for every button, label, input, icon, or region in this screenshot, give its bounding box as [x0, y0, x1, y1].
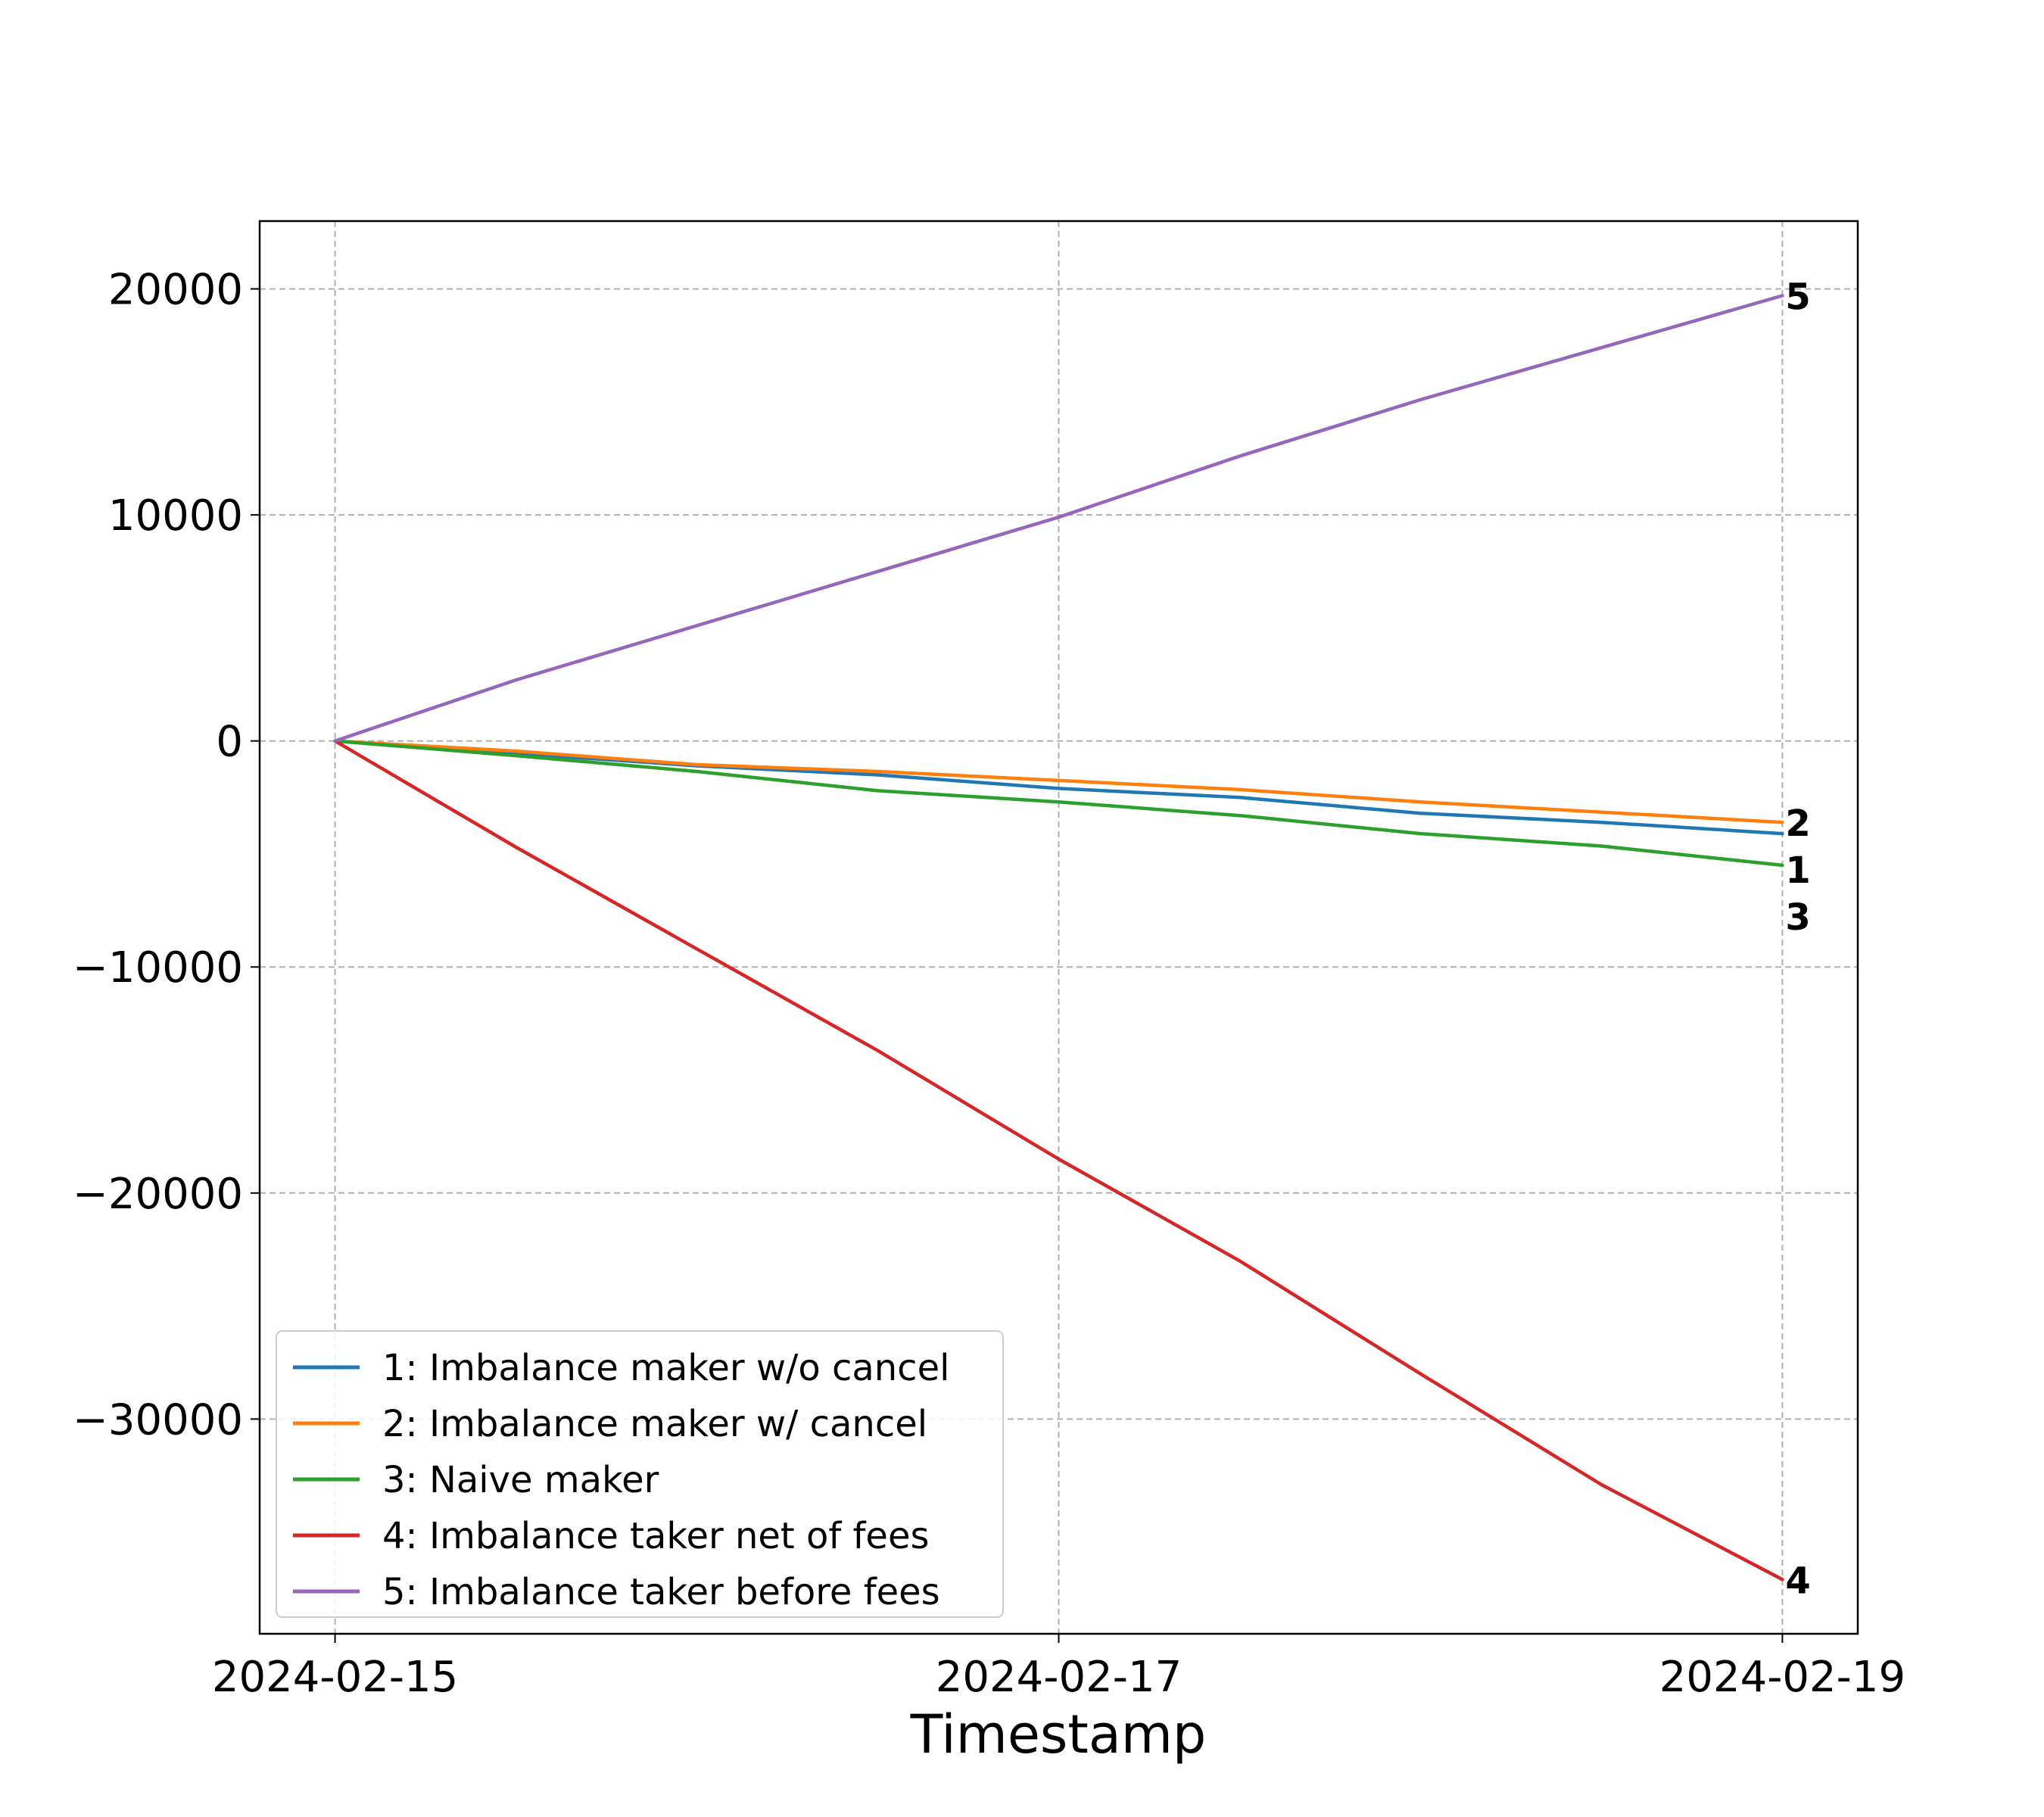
series-line-2	[333, 739, 1784, 824]
axis-ticks: 20000 10000 0 −10000 −20000 −30000 2024-02-15 2…	[73, 266, 1905, 1702]
y-tick-label: −20000	[73, 1170, 243, 1219]
series-line-3	[333, 739, 1784, 868]
series-lines	[333, 294, 1784, 1582]
legend-entry-2: 2: Imbalance maker w/ cancel	[382, 1403, 927, 1445]
y-tick-label: −10000	[73, 943, 243, 993]
series-end-label-2: 2	[1785, 803, 1810, 845]
x-axis-label: Timestamp	[910, 1703, 1207, 1766]
x-tick-label: 2024-02-17	[936, 1653, 1182, 1702]
legend-entry-4: 4: Imbalance taker net of fees	[382, 1515, 929, 1557]
x-tick-label: 2024-02-19	[1659, 1653, 1905, 1702]
x-tick-label: 2024-02-15	[212, 1653, 458, 1702]
series-line-5	[333, 294, 1784, 743]
legend: 1: Imbalance maker w/o cancel 2: Imbalanc…	[276, 1330, 1004, 1618]
y-tick-label: 0	[216, 718, 243, 767]
gridlines	[260, 221, 1858, 1634]
y-tick-label: 20000	[108, 266, 243, 315]
series-line-1	[333, 739, 1784, 836]
series-end-label-4: 4	[1785, 1560, 1810, 1602]
series-end-label-1: 1	[1785, 849, 1810, 892]
legend-entry-5: 5: Imbalance taker before fees	[382, 1571, 940, 1613]
y-tick-label: −30000	[73, 1395, 243, 1445]
series-line-4	[333, 739, 1784, 1582]
series-end-label-3: 3	[1785, 896, 1810, 939]
series-end-label-5: 5	[1785, 276, 1810, 319]
series-end-labels: 5 213 4	[1785, 276, 1810, 1603]
legend-box	[276, 1330, 1004, 1618]
legend-entry-1: 1: Imbalance maker w/o cancel	[382, 1347, 949, 1389]
y-tick-label: 10000	[108, 491, 243, 541]
legend-entry-3: 3: Naive maker	[382, 1459, 659, 1501]
